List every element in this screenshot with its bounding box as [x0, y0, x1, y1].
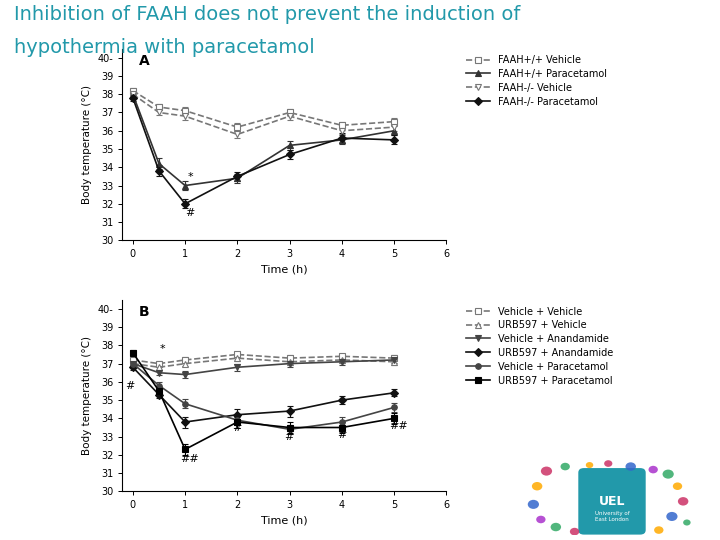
Text: B: B — [138, 306, 149, 320]
Circle shape — [532, 482, 542, 490]
FancyBboxPatch shape — [578, 468, 646, 535]
Text: #: # — [185, 208, 194, 218]
Legend: FAAH+/+ Vehicle, FAAH+/+ Paracetamol, FAAH-/- Vehicle, FAAH-/- Paracetamol: FAAH+/+ Vehicle, FAAH+/+ Paracetamol, FA… — [464, 53, 609, 109]
Circle shape — [541, 467, 552, 476]
Text: #: # — [284, 432, 294, 442]
Text: #: # — [337, 430, 346, 440]
Circle shape — [626, 462, 636, 471]
Legend: Vehicle + Vehicle, URB597 + Vehicle, Vehicle + Anandamide, URB597 + Anandamide, : Vehicle + Vehicle, URB597 + Vehicle, Veh… — [464, 305, 616, 388]
Circle shape — [654, 526, 663, 534]
Text: ##: ## — [180, 454, 199, 464]
Text: Inhibition of FAAH does not prevent the induction of: Inhibition of FAAH does not prevent the … — [14, 5, 521, 24]
Circle shape — [666, 512, 678, 521]
Text: A: A — [138, 55, 149, 69]
Circle shape — [551, 523, 561, 531]
Y-axis label: Body temperature (°C): Body temperature (°C) — [82, 336, 92, 455]
Text: *: * — [188, 172, 194, 182]
Circle shape — [678, 497, 688, 505]
Circle shape — [536, 516, 546, 523]
Text: #: # — [125, 381, 135, 391]
Circle shape — [570, 528, 579, 535]
Text: #: # — [232, 423, 241, 433]
Text: ##: ## — [389, 421, 408, 431]
Text: hypothermia with paracetamol: hypothermia with paracetamol — [14, 38, 315, 57]
Text: UEL: UEL — [599, 495, 625, 508]
Circle shape — [649, 466, 658, 474]
Circle shape — [662, 470, 674, 478]
X-axis label: Time (h): Time (h) — [261, 265, 307, 275]
Circle shape — [604, 460, 613, 467]
Circle shape — [683, 519, 690, 525]
Circle shape — [586, 462, 593, 468]
Circle shape — [673, 482, 682, 490]
Text: East London: East London — [595, 517, 629, 522]
Y-axis label: Body temperature (°C): Body temperature (°C) — [82, 85, 92, 204]
Circle shape — [528, 500, 539, 509]
X-axis label: Time (h): Time (h) — [261, 516, 307, 526]
Circle shape — [561, 463, 570, 470]
Text: *: * — [160, 345, 166, 354]
Text: University of: University of — [595, 511, 629, 516]
